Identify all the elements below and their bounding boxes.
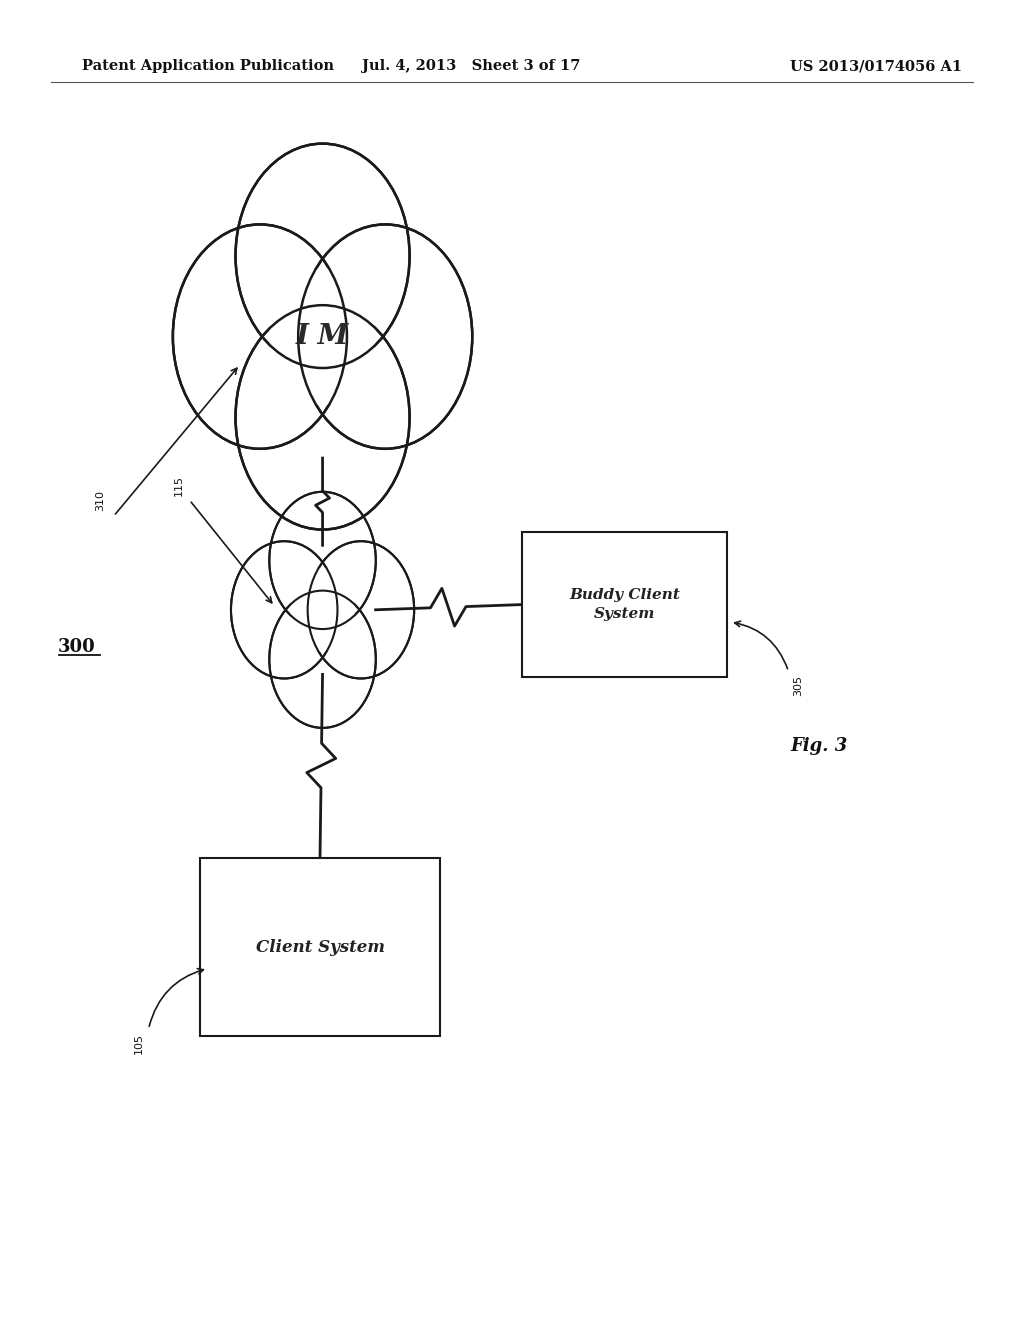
FancyBboxPatch shape [303, 585, 342, 635]
Circle shape [236, 144, 410, 368]
Text: 300: 300 [58, 638, 95, 656]
Text: Buddy Client
System: Buddy Client System [569, 589, 680, 620]
Text: US 2013/0174056 A1: US 2013/0174056 A1 [791, 59, 963, 74]
Circle shape [269, 492, 376, 630]
Circle shape [231, 541, 338, 678]
Circle shape [307, 541, 414, 678]
Text: 115: 115 [174, 475, 184, 496]
Text: Client System: Client System [256, 939, 384, 956]
Text: 305: 305 [794, 676, 804, 697]
Text: I M: I M [296, 323, 349, 350]
Text: Patent Application Publication: Patent Application Publication [82, 59, 334, 74]
Circle shape [236, 305, 410, 529]
Circle shape [269, 590, 376, 727]
Text: Fig. 3: Fig. 3 [791, 737, 848, 755]
Circle shape [290, 568, 355, 652]
Text: 105: 105 [133, 1034, 143, 1055]
Text: 310: 310 [95, 490, 105, 511]
FancyBboxPatch shape [522, 532, 727, 677]
FancyBboxPatch shape [291, 296, 354, 378]
Circle shape [269, 268, 376, 405]
Circle shape [173, 224, 347, 449]
FancyBboxPatch shape [200, 858, 440, 1036]
Circle shape [298, 224, 472, 449]
Text: Jul. 4, 2013   Sheet 3 of 17: Jul. 4, 2013 Sheet 3 of 17 [361, 59, 581, 74]
